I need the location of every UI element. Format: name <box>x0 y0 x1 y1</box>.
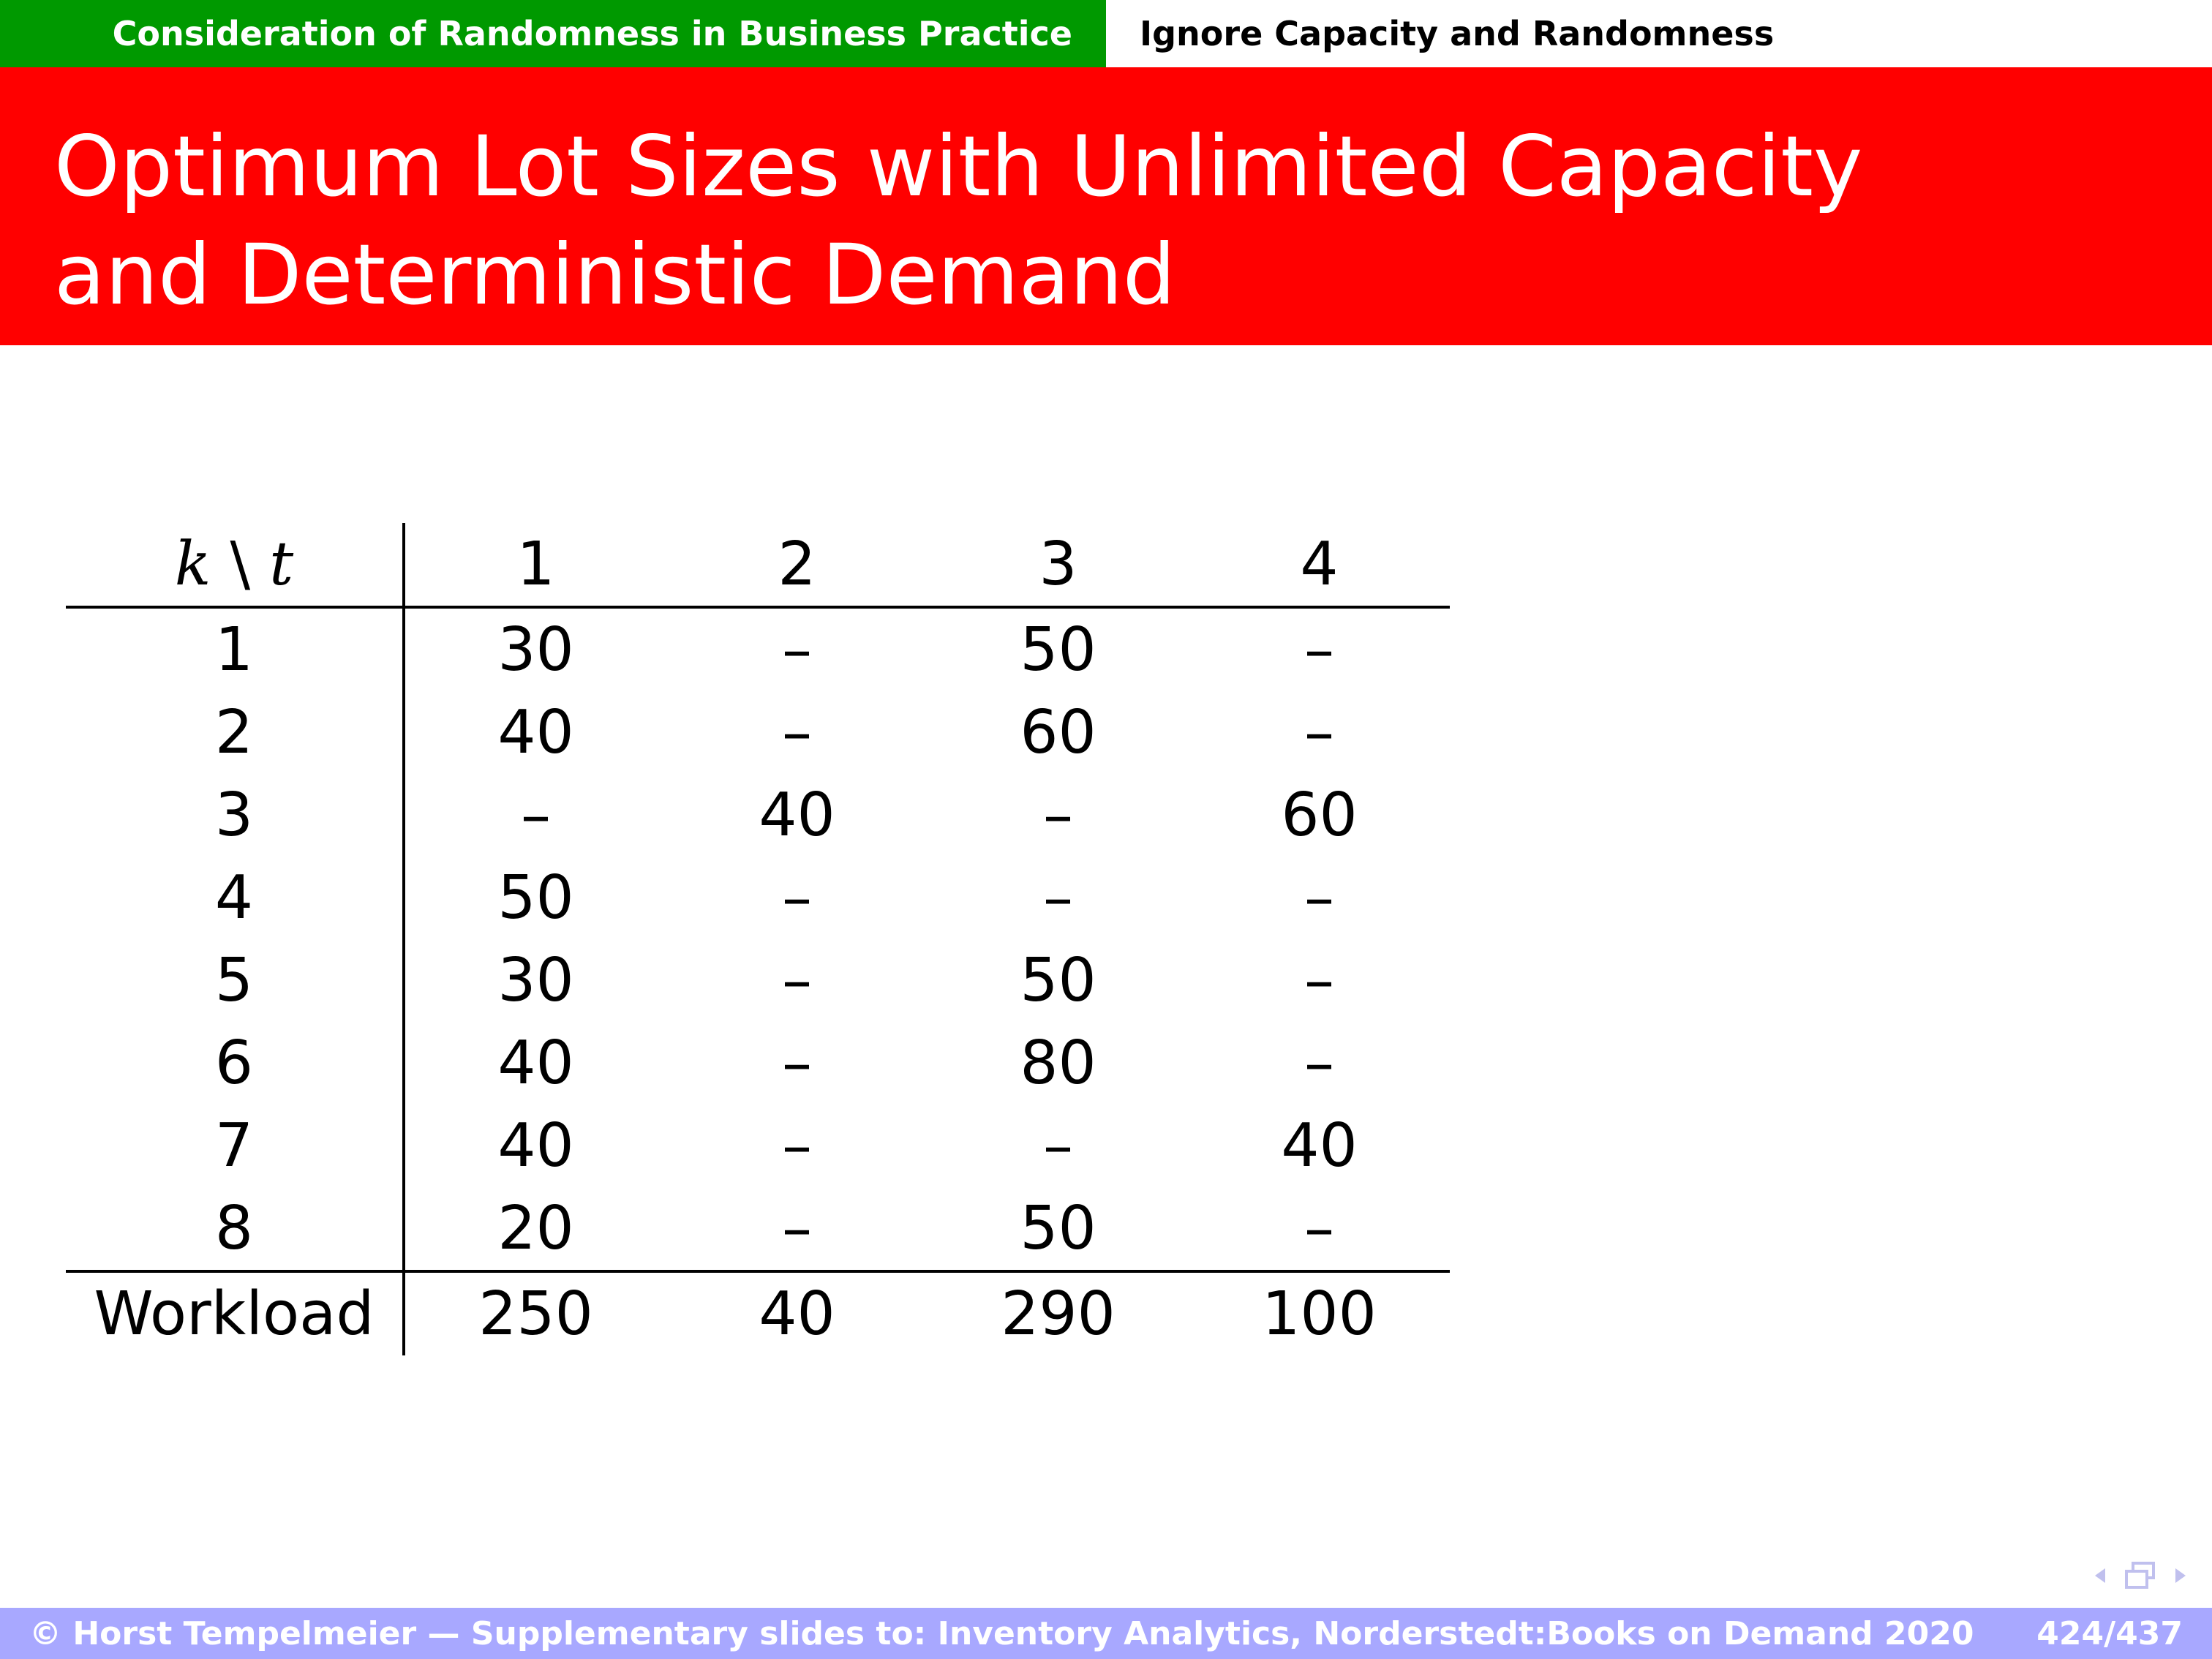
table-cell: – <box>782 1111 812 1181</box>
product-label: 7 <box>66 1105 405 1187</box>
period-header: 3 <box>928 523 1189 609</box>
product-label: 3 <box>66 774 405 857</box>
table-cell: 50 <box>497 863 574 933</box>
product-label: 8 <box>66 1187 405 1271</box>
header-bar: Consideration of Randomness in Business … <box>0 0 2212 67</box>
product-label: 1 <box>66 607 405 691</box>
table-cell: – <box>1043 863 1073 933</box>
workload-label: Workload <box>66 1270 405 1355</box>
table-cell: 40 <box>497 698 574 767</box>
table-row: 5 30 – 50 – <box>66 939 1450 1022</box>
period-header: 1 <box>404 523 666 609</box>
lot-size-table: k \ t 1 2 3 4 1 30 – 50 – 2 40 – 60 – 3 … <box>66 523 1450 1355</box>
table-cell: 40 <box>759 780 835 850</box>
title-band: Optimum Lot Sizes with Unlimited Capacit… <box>0 67 2212 345</box>
corner-k: k <box>174 530 211 599</box>
period-header: 4 <box>1189 523 1450 609</box>
table-cell: – <box>782 615 812 685</box>
product-label: 6 <box>66 1022 405 1105</box>
table-cell: – <box>782 1028 812 1098</box>
table-cell: – <box>1304 615 1334 685</box>
corner-sep: \ <box>230 530 251 599</box>
table-cell: 30 <box>497 946 574 1015</box>
table-cell: 30 <box>497 615 574 685</box>
corner-t: t <box>269 530 294 599</box>
table-row: 7 40 – – 40 <box>66 1105 1450 1187</box>
footer-bar: © Horst Tempelmeier — Supplementary slid… <box>0 1608 2212 1659</box>
table-cell: – <box>1304 1028 1334 1098</box>
table-row: 2 40 – 60 – <box>66 691 1450 774</box>
table-cell: – <box>1304 698 1334 767</box>
table-cell: – <box>782 946 812 1015</box>
table-cell: – <box>782 1194 812 1263</box>
table-cell: – <box>1304 863 1334 933</box>
table-row: 4 50 – – – <box>66 857 1450 939</box>
table-cell: 40 <box>497 1111 574 1181</box>
table-row: 8 20 – 50 – <box>66 1187 1450 1271</box>
table-cell: 50 <box>1020 615 1096 685</box>
table-cell: 50 <box>1020 1194 1096 1263</box>
nav-prev-icon[interactable] <box>2094 1567 2107 1584</box>
table-cell: 60 <box>1281 780 1358 850</box>
table-cell: – <box>782 698 812 767</box>
workload-cell: 290 <box>928 1270 1189 1355</box>
nav-next-icon[interactable] <box>2174 1567 2187 1584</box>
table-cell: 20 <box>497 1194 574 1263</box>
slide-title: Optimum Lot Sizes with Unlimited Capacit… <box>54 118 1863 323</box>
table-cell: 60 <box>1020 698 1096 767</box>
table-row: 3 – 40 – 60 <box>66 774 1450 857</box>
table-cell: – <box>1304 1194 1334 1263</box>
table-cell: – <box>1304 946 1334 1015</box>
table-cell: – <box>782 863 812 933</box>
table-row: 1 30 – 50 – <box>66 607 1450 691</box>
workload-cell: 40 <box>666 1270 928 1355</box>
slide-navigation <box>2094 1561 2187 1590</box>
corner-header: k \ t <box>66 523 405 609</box>
table-cell: 80 <box>1020 1028 1096 1098</box>
subsection-title[interactable]: Ignore Capacity and Randomness <box>1106 0 2212 67</box>
table-row: 6 40 – 80 – <box>66 1022 1450 1105</box>
product-label: 5 <box>66 939 405 1022</box>
table-cell: 40 <box>1281 1111 1358 1181</box>
workload-row: Workload 250 40 290 100 <box>66 1270 1450 1355</box>
product-label: 2 <box>66 691 405 774</box>
period-header: 2 <box>666 523 928 609</box>
table-cell: 40 <box>497 1028 574 1098</box>
page-number: 424/437 <box>2036 1614 2183 1652</box>
footer-credit: © Horst Tempelmeier — Supplementary slid… <box>29 1614 1974 1652</box>
table-cell: – <box>1043 780 1073 850</box>
table-cell: – <box>521 780 551 850</box>
workload-cell: 250 <box>404 1270 666 1355</box>
table-cell: 50 <box>1020 946 1096 1015</box>
product-label: 4 <box>66 857 405 939</box>
table-cell: – <box>1043 1111 1073 1181</box>
section-title[interactable]: Consideration of Randomness in Business … <box>0 0 1106 67</box>
workload-cell: 100 <box>1189 1270 1450 1355</box>
nav-window-icon[interactable] <box>2123 1561 2158 1590</box>
table-header-row: k \ t 1 2 3 4 <box>66 523 1450 609</box>
